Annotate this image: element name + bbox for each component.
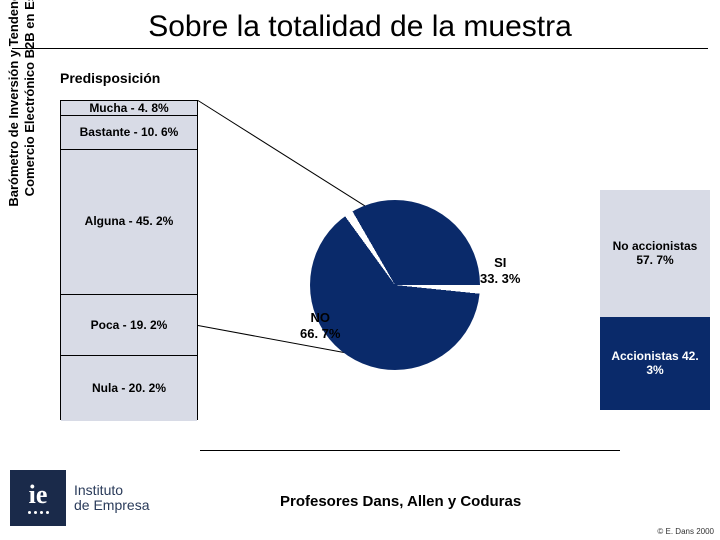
stacked-seg-2: Alguna - 45. 2% <box>61 150 197 295</box>
subtitle: Predisposición <box>60 70 710 86</box>
logo-line1: Instituto <box>74 483 149 498</box>
slide-root: Sobre la totalidad de la muestra Barómet… <box>0 0 720 540</box>
stacked-seg-1: Bastante - 10. 6% <box>61 116 197 150</box>
stacked-seg-0: Mucha - 4. 8% <box>61 101 197 116</box>
stacked-bar-predisposition: Mucha - 4. 8%Bastante - 10. 6%Alguna - 4… <box>60 100 198 420</box>
logo-line2: de Empresa <box>74 498 149 513</box>
connector-top <box>198 100 381 216</box>
logo-mark-text: ie <box>29 482 48 508</box>
page-title: Sobre la totalidad de la muestra <box>0 0 720 48</box>
content-area: Predisposición Mucha - 4. 8%Bastante - 1… <box>60 70 710 440</box>
rightbar-seg-1: Accionistas 42. 3% <box>600 317 710 410</box>
sidebar-rotated-label: Barómetro de Inversión y Tendencias del … <box>6 0 37 230</box>
pie-chart <box>310 200 480 370</box>
stacked-seg-4: Nula - 20. 2% <box>61 356 197 421</box>
rightbar-seg-0: No accionistas 57. 7% <box>600 190 710 317</box>
pie-chart-wrap: NO 66. 7% SI 33. 3% <box>310 200 480 370</box>
stacked-seg-3: Poca - 19. 2% <box>61 295 197 356</box>
sidebar-line2: Comercio Electrónico B2B en España <box>22 0 38 230</box>
stacked-bar-shareholders: No accionistas 57. 7%Accionistas 42. 3% <box>600 190 710 410</box>
footer: ie Instituto de Empresa Profesores Dans,… <box>0 450 720 540</box>
sidebar-line1: Barómetro de Inversión y Tendencias del <box>6 0 22 230</box>
authors: Profesores Dans, Allen y Coduras <box>280 493 521 510</box>
title-rule <box>12 48 708 49</box>
footer-rule <box>200 450 620 451</box>
logo-mark: ie <box>10 470 66 526</box>
logo-dots <box>28 511 49 514</box>
logo: ie Instituto de Empresa <box>10 470 149 526</box>
pie-label-si: SI 33. 3% <box>480 255 520 286</box>
copyright: © E. Dans 2000 <box>657 527 714 536</box>
logo-text: Instituto de Empresa <box>74 483 149 514</box>
pie-label-no: NO 66. 7% <box>300 310 340 341</box>
